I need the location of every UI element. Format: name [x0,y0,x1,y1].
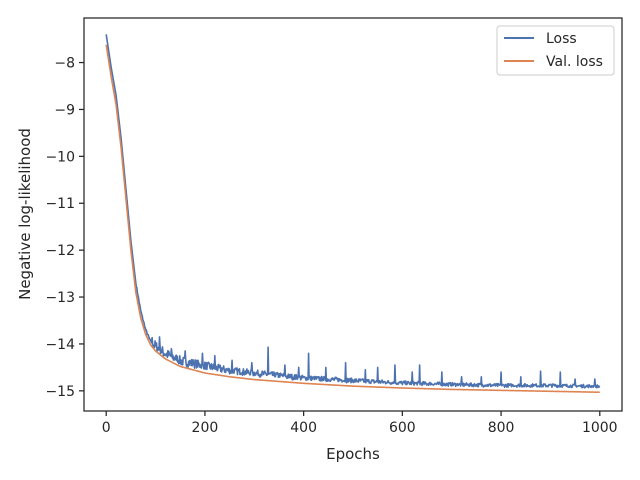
x-tick-label: 200 [192,420,219,436]
y-tick-label: −13 [45,290,75,306]
legend-label-val-loss: Val. loss [546,54,603,70]
legend: Loss Val. loss [496,25,615,76]
plot-frame [83,17,623,412]
x-tick-label: 0 [102,420,111,436]
x-tick-label: 600 [389,420,416,436]
series-line-loss [105,34,601,389]
y-tick-label: −8 [54,56,75,72]
y-tick-label: −15 [45,384,75,400]
y-tick-label: −14 [45,337,75,353]
y-axis-label: Negative log-likelihood [16,128,34,300]
series-line-val-loss [105,44,601,394]
x-axis: 0 200 400 600 800 1000 [102,411,618,436]
y-tick-label: −9 [54,102,75,118]
x-tick-label: 800 [488,420,515,436]
series-layer [105,34,601,394]
y-axis: −8 −9 −10 −11 −12 −13 −14 −15 [45,56,84,400]
x-tick-label: 400 [290,420,317,436]
x-tick-label: 1000 [582,420,618,436]
x-axis-label: Epochs [326,445,380,463]
y-tick-label: −11 [45,196,75,212]
y-tick-label: −10 [45,149,75,165]
y-tick-label: −12 [45,243,75,259]
legend-label-loss: Loss [546,31,577,47]
